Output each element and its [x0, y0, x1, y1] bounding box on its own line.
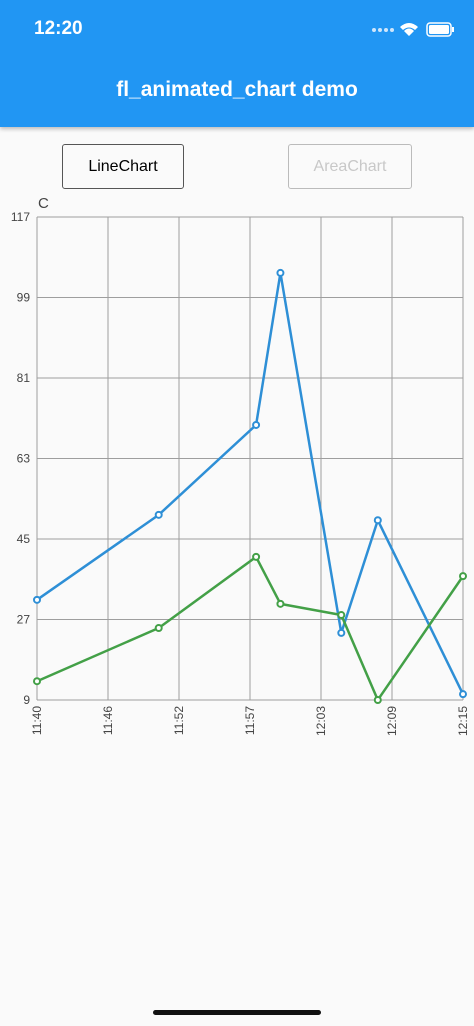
data-point — [337, 611, 346, 620]
app-title: fl_animated_chart demo — [116, 78, 358, 101]
status-time: 12:20 — [34, 18, 83, 39]
y-tick-label: 117 — [11, 210, 30, 224]
data-point — [154, 623, 163, 632]
y-tick-label: 9 — [23, 693, 30, 707]
y-tick-label: 81 — [17, 371, 31, 385]
x-tick-label: 11:46 — [101, 706, 115, 735]
app-bar: 12:20 fl_animated_chart demo — [0, 0, 474, 127]
status-icons — [372, 22, 454, 37]
data-point — [33, 677, 41, 686]
data-point — [276, 599, 285, 608]
area-chart-button: AreaChart — [288, 144, 412, 189]
y-tick-label: 27 — [17, 613, 31, 627]
y-axis-label: C — [38, 195, 49, 212]
x-tick-label: 12:03 — [314, 706, 328, 736]
data-point — [459, 572, 467, 581]
x-tick-label: 12:09 — [385, 706, 399, 736]
data-point — [252, 420, 261, 429]
chart: C 9 27 45 63 81 99 117 11:40 11:46 11:52 11:57 12:0… — [11, 195, 470, 736]
y-tick-label: 63 — [17, 452, 31, 466]
data-point — [33, 595, 41, 604]
data-point — [373, 696, 382, 704]
x-tick-label: 11:57 — [243, 706, 257, 735]
x-tick-label: 11:40 — [30, 706, 44, 735]
y-tick-label: 99 — [17, 291, 31, 305]
x-tick-label: 11:52 — [172, 706, 186, 735]
data-point — [276, 268, 285, 277]
home-indicator — [153, 1010, 321, 1015]
data-point — [459, 690, 467, 699]
line-chart-button[interactable]: LineChart — [62, 144, 184, 189]
y-tick-label: 45 — [17, 532, 31, 546]
data-point — [337, 628, 346, 637]
data-point — [154, 510, 163, 519]
x-tick-label: 12:15 — [456, 706, 470, 736]
data-point — [252, 552, 261, 561]
data-point — [373, 516, 382, 525]
